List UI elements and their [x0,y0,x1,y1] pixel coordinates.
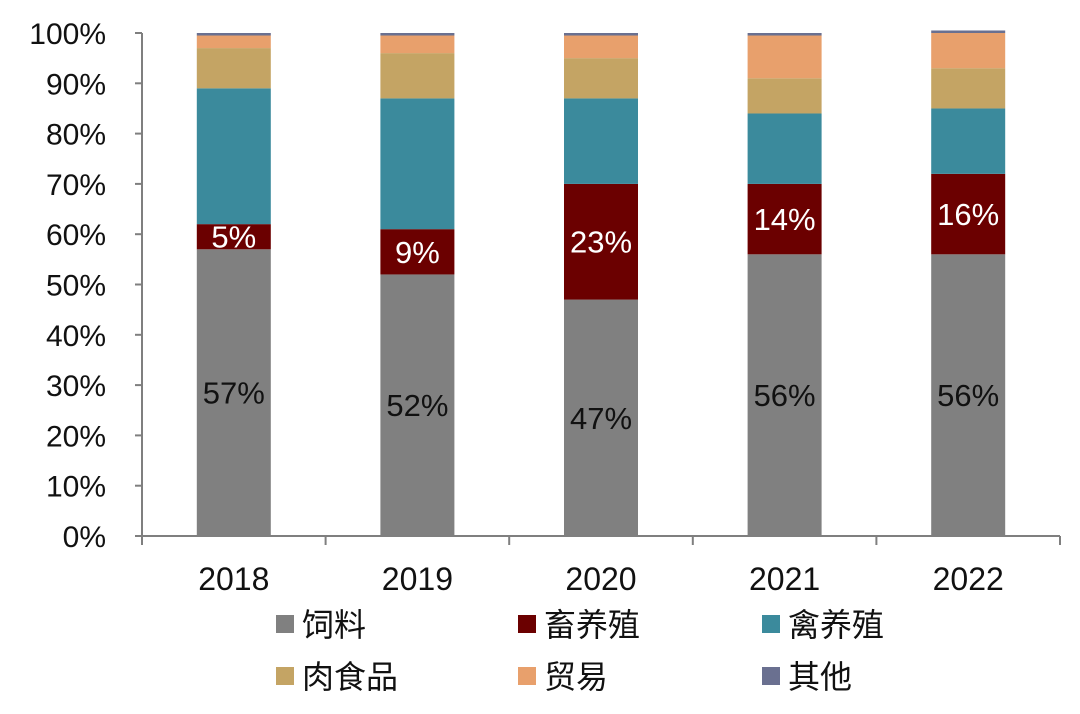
y-tick-label: 70% [46,169,106,202]
bar-segment-5-2021 [747,35,822,79]
bar-segment-6-2021 [747,33,822,36]
data-label-2-2019: 9% [395,235,440,270]
bar-segment-3-2021 [747,113,822,184]
legend-swatch [762,615,780,633]
bar-segment-4-2021 [747,78,822,114]
legend-swatch [276,615,294,633]
y-tick-label: 80% [46,119,106,152]
legend-swatch [518,667,536,685]
bar-segment-4-2020 [564,58,638,99]
legend-label: 畜养殖 [544,606,640,644]
data-label-1-2020: 47% [570,401,632,436]
bar-segment-1-2019 [380,274,455,536]
bar-segment-4-2018 [196,48,271,89]
y-tick-label: 30% [46,370,106,403]
legend-swatch [276,667,294,685]
bar-segment-3-2019 [380,98,455,230]
data-label-2-2018: 5% [211,220,256,255]
y-tick-label: 50% [46,270,106,303]
data-label-1-2019: 52% [386,388,448,423]
legend-label: 其他 [788,658,852,696]
x-tick-label: 2020 [565,561,636,597]
data-label-2-2022: 16% [937,197,999,232]
bar-segment-2-2020 [564,183,638,300]
y-tick-label: 20% [46,420,106,453]
bar-segment-2-2022 [931,173,1006,255]
bar-segment-1-2020 [564,299,638,536]
legend-swatch [518,615,536,633]
bar-segment-5-2019 [380,35,455,54]
data-labels-layer: 57% 5% 52% 9% 47% 23% 56% 14% 56% 16% [203,197,999,436]
bar-segment-4-2022 [931,68,1006,109]
bar-segment-1-2018 [196,249,271,537]
bar-segment-1-2022 [931,254,1006,536]
legend-label: 饲料 [302,606,366,644]
bar-segment-3-2018 [196,88,271,225]
y-tick-label: 100% [29,18,106,51]
bar-segment-1-2021 [747,254,822,536]
bar-segment-2-2019 [380,229,455,275]
y-tick-label: 60% [46,219,106,252]
bar-segment-6-2018 [196,33,271,36]
y-tick-label: 0% [63,521,106,554]
data-label-1-2022: 56% [937,378,999,413]
data-label-1-2018: 57% [203,376,265,411]
bar-segment-5-2022 [931,33,1006,69]
data-label-1-2021: 56% [754,378,816,413]
bar-segment-3-2020 [564,98,638,184]
y-tick-label: 40% [46,320,106,353]
y-tick-label: 10% [46,471,106,504]
bar-segment-5-2018 [196,35,271,49]
data-label-2-2020: 23% [570,225,632,260]
bar-segment-5-2020 [564,35,638,59]
legend-label: 禽养殖 [788,606,884,644]
legend-swatch [762,667,780,685]
legend-label: 贸易 [544,658,608,696]
axes-layer: 0% 10% 20% 30% 40% 50% 60% 70% 80% 90% 100% 2018 201… [29,18,1061,597]
x-tick-label: 2019 [382,561,453,597]
x-tick-label: 2018 [198,561,269,597]
bar-segment-2-2018 [196,224,271,250]
bar-segment-2-2021 [747,183,822,255]
legend-label: 肉食品 [302,658,398,696]
bar-segment-6-2019 [380,33,455,36]
bar-segment-6-2020 [564,33,638,36]
data-label-2-2021: 14% [754,202,816,237]
x-tick-label: 2021 [749,561,820,597]
bar-segment-6-2022 [931,30,1006,33]
bar-segment-3-2022 [931,108,1006,174]
x-tick-label: 2022 [933,561,1004,597]
y-tick-label: 90% [46,68,106,101]
bar-segment-4-2019 [380,53,455,99]
bars-layer [196,30,1006,537]
